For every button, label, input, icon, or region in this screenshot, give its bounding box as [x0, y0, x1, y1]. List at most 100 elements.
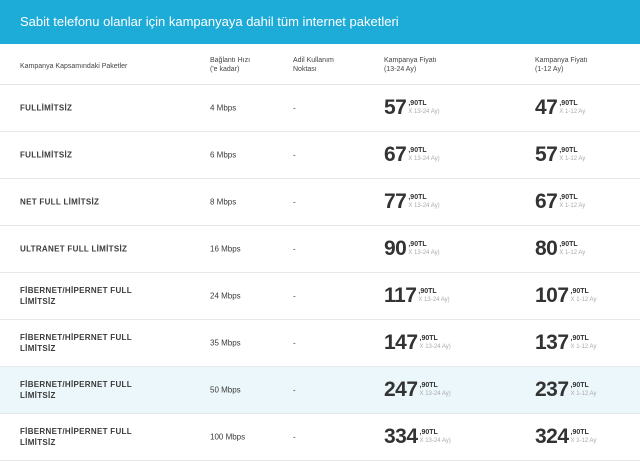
- package-name: FULLİMİTSİZ: [20, 150, 73, 160]
- col-port-label: Adil Kullanım: [293, 57, 334, 64]
- price-1-12-integer: 57: [535, 143, 558, 166]
- price-13-24-decimal: ,90TL: [408, 147, 427, 154]
- fair-use-value: -: [293, 432, 296, 442]
- price-13-24-period: X 13-24 Ay): [408, 250, 440, 256]
- speed-value: 50 Mbps: [210, 385, 241, 395]
- speed-value: 6 Mbps: [210, 150, 237, 160]
- price-13-24: 67,90TL X 13-24 Ay): [384, 143, 440, 167]
- price-13-24-integer: 117: [384, 284, 417, 307]
- price-1-12-period: X 1-12 Ay: [559, 250, 586, 256]
- speed-value: 4 Mbps: [210, 103, 237, 113]
- price-1-12-decimal: ,90TL: [559, 241, 578, 248]
- price-1-12: 107,90TL X 1-12 Ay: [535, 284, 596, 308]
- table-header: Kampanya Kapsamındaki Paketler Bağlantı …: [0, 44, 640, 85]
- price-13-24: 117,90TL X 13-24 Ay): [384, 284, 450, 308]
- price-1-12-integer: 237: [535, 378, 569, 401]
- price-13-24: 247,90TL X 13-24 Ay): [384, 378, 451, 402]
- speed-value: 24 Mbps: [210, 291, 241, 301]
- col-price1-sublabel: (13-24 Ay): [384, 66, 417, 73]
- price-1-12-period: X 1-12 Ay: [559, 203, 586, 209]
- price-1-12-decimal: ,90TL: [559, 100, 578, 107]
- price-13-24-period: X 13-24 Ay): [408, 156, 440, 162]
- price-13-24-period: X 13-24 Ay): [419, 344, 451, 350]
- price-1-12: 324,90TL X 1-12 Ay: [535, 425, 596, 449]
- price-13-24-period: X 13-24 Ay): [419, 391, 451, 397]
- price-13-24-decimal: ,90TL: [419, 382, 438, 389]
- price-13-24-integer: 67: [384, 143, 407, 166]
- table-row: FİBERNET/HİPERNET FULL LİMİTSİZ 35 Mbps - 1…: [0, 320, 640, 367]
- price-1-12-suffix: ,90TL X 1-12 Ay: [559, 194, 585, 210]
- price-1-12-integer: 47: [535, 96, 558, 119]
- price-13-24-decimal: ,90TL: [408, 194, 427, 201]
- price-13-24-integer: 247: [384, 378, 418, 401]
- price-1-12-decimal: ,90TL: [570, 288, 589, 295]
- price-1-12: 137,90TL X 1-12 Ay: [535, 331, 596, 355]
- price-13-24-suffix: ,90TL X 13-24 Ay): [408, 194, 439, 210]
- speed-value: 8 Mbps: [210, 197, 237, 207]
- price-1-12-decimal: ,90TL: [570, 335, 589, 342]
- price-13-24-decimal: ,90TL: [419, 335, 438, 342]
- fair-use-value: -: [293, 244, 296, 254]
- col-speed-header: Bağlantı Hızı ('e kadar): [210, 56, 250, 74]
- col-speed-sublabel: ('e kadar): [210, 66, 240, 73]
- table-row: ULTRANET FULL LİMİTSİZ 16 Mbps -90,90TL X 1…: [0, 226, 640, 273]
- price-13-24-period: X 13-24 Ay): [408, 203, 440, 209]
- fair-use-value: -: [293, 291, 296, 301]
- price-1-12-suffix: ,90TL X 1-12 Ay: [559, 147, 585, 163]
- col-package-header: Kampanya Kapsamındaki Paketler: [20, 63, 128, 70]
- price-13-24-integer: 334: [384, 425, 418, 448]
- fair-use-value: -: [293, 103, 296, 113]
- price-1-12-period: X 1-12 Ay: [570, 297, 597, 303]
- package-name: FULLİMİTSİZ: [20, 103, 73, 113]
- price-13-24-suffix: ,90TL X 13-24 Ay): [408, 147, 439, 163]
- table-row: FULLİMİTSİZ 4 Mbps -57,90TL X 13-24 Ay) 47,9…: [0, 85, 640, 132]
- fair-use-value: -: [293, 197, 296, 207]
- price-1-12-suffix: ,90TL X 1-12 Ay: [571, 288, 597, 304]
- page-title: Sabit telefonu olanlar için kampanyaya d…: [20, 14, 399, 29]
- price-1-12-suffix: ,90TL X 1-12 Ay: [559, 100, 585, 116]
- table-row: FİBERNET/HİPERNET FULL LİMİTSİZ 24 Mbps - 1…: [0, 273, 640, 320]
- package-name: NET FULL LİMİTSİZ: [20, 197, 100, 207]
- fair-use-value: -: [293, 338, 296, 348]
- price-13-24: 147,90TL X 13-24 Ay): [384, 331, 451, 355]
- price-13-24-suffix: ,90TL X 13-24 Ay): [408, 100, 439, 116]
- price-1-12-suffix: ,90TL X 1-12 Ay: [571, 382, 597, 398]
- price-13-24-integer: 57: [384, 96, 407, 119]
- col-port-header: Adil Kullanım Noktası: [293, 56, 334, 74]
- price-1-12: 237,90TL X 1-12 Ay: [535, 378, 596, 402]
- price-1-12-period: X 1-12 Ay: [570, 391, 597, 397]
- price-1-12-suffix: ,90TL X 1-12 Ay: [571, 335, 597, 351]
- speed-value: 35 Mbps: [210, 338, 241, 348]
- col-price1-label: Kampanya Fiyatı: [384, 57, 437, 64]
- package-name: FİBERNET/HİPERNET FULL LİMİTSİZ: [20, 286, 132, 306]
- price-13-24-decimal: ,90TL: [408, 100, 427, 107]
- price-1-12: 80,90TL X 1-12 Ay: [535, 237, 585, 261]
- price-13-24-integer: 77: [384, 190, 407, 213]
- price-1-12-integer: 107: [535, 284, 569, 307]
- price-1-12: 57,90TL X 1-12 Ay: [535, 143, 585, 167]
- package-name: ULTRANET FULL LİMİTSİZ: [20, 244, 128, 254]
- price-13-24-suffix: ,90TL X 13-24 Ay): [408, 241, 439, 257]
- table-row: FİBERNET/HİPERNET FULL LİMİTSİZ 100 Mbps -…: [0, 414, 640, 461]
- table-row: FİBERNET/HİPERNET FULL LİMİTSİZ 50 Mbps - 2…: [0, 367, 640, 414]
- price-13-24: 57,90TL X 13-24 Ay): [384, 96, 440, 120]
- price-13-24-decimal: ,90TL: [408, 241, 427, 248]
- price-13-24-integer: 90: [384, 237, 407, 260]
- col-price2-header: Kampanya Fiyatı (1-12 Ay): [535, 56, 588, 74]
- package-name: FİBERNET/HİPERNET FULL LİMİTSİZ: [20, 380, 132, 400]
- col-price2-label: Kampanya Fiyatı: [535, 57, 588, 64]
- price-13-24-decimal: ,90TL: [418, 288, 437, 295]
- price-13-24-suffix: ,90TL X 13-24 Ay): [420, 382, 451, 398]
- page-header: Sabit telefonu olanlar için kampanyaya d…: [0, 0, 640, 44]
- table-body: FULLİMİTSİZ 4 Mbps -57,90TL X 13-24 Ay) 47,9…: [0, 85, 640, 461]
- price-13-24-suffix: ,90TL X 13-24 Ay): [420, 429, 451, 445]
- price-1-12-period: X 1-12 Ay: [559, 109, 586, 115]
- price-13-24: 90,90TL X 13-24 Ay): [384, 237, 440, 261]
- package-name: FİBERNET/HİPERNET FULL LİMİTSİZ: [20, 427, 132, 447]
- col-price1-header: Kampanya Fiyatı (13-24 Ay): [384, 56, 437, 74]
- price-13-24-period: X 13-24 Ay): [408, 109, 440, 115]
- price-1-12-integer: 67: [535, 190, 558, 213]
- fair-use-value: -: [293, 385, 296, 395]
- price-1-12-integer: 137: [535, 331, 569, 354]
- price-13-24-integer: 147: [384, 331, 418, 354]
